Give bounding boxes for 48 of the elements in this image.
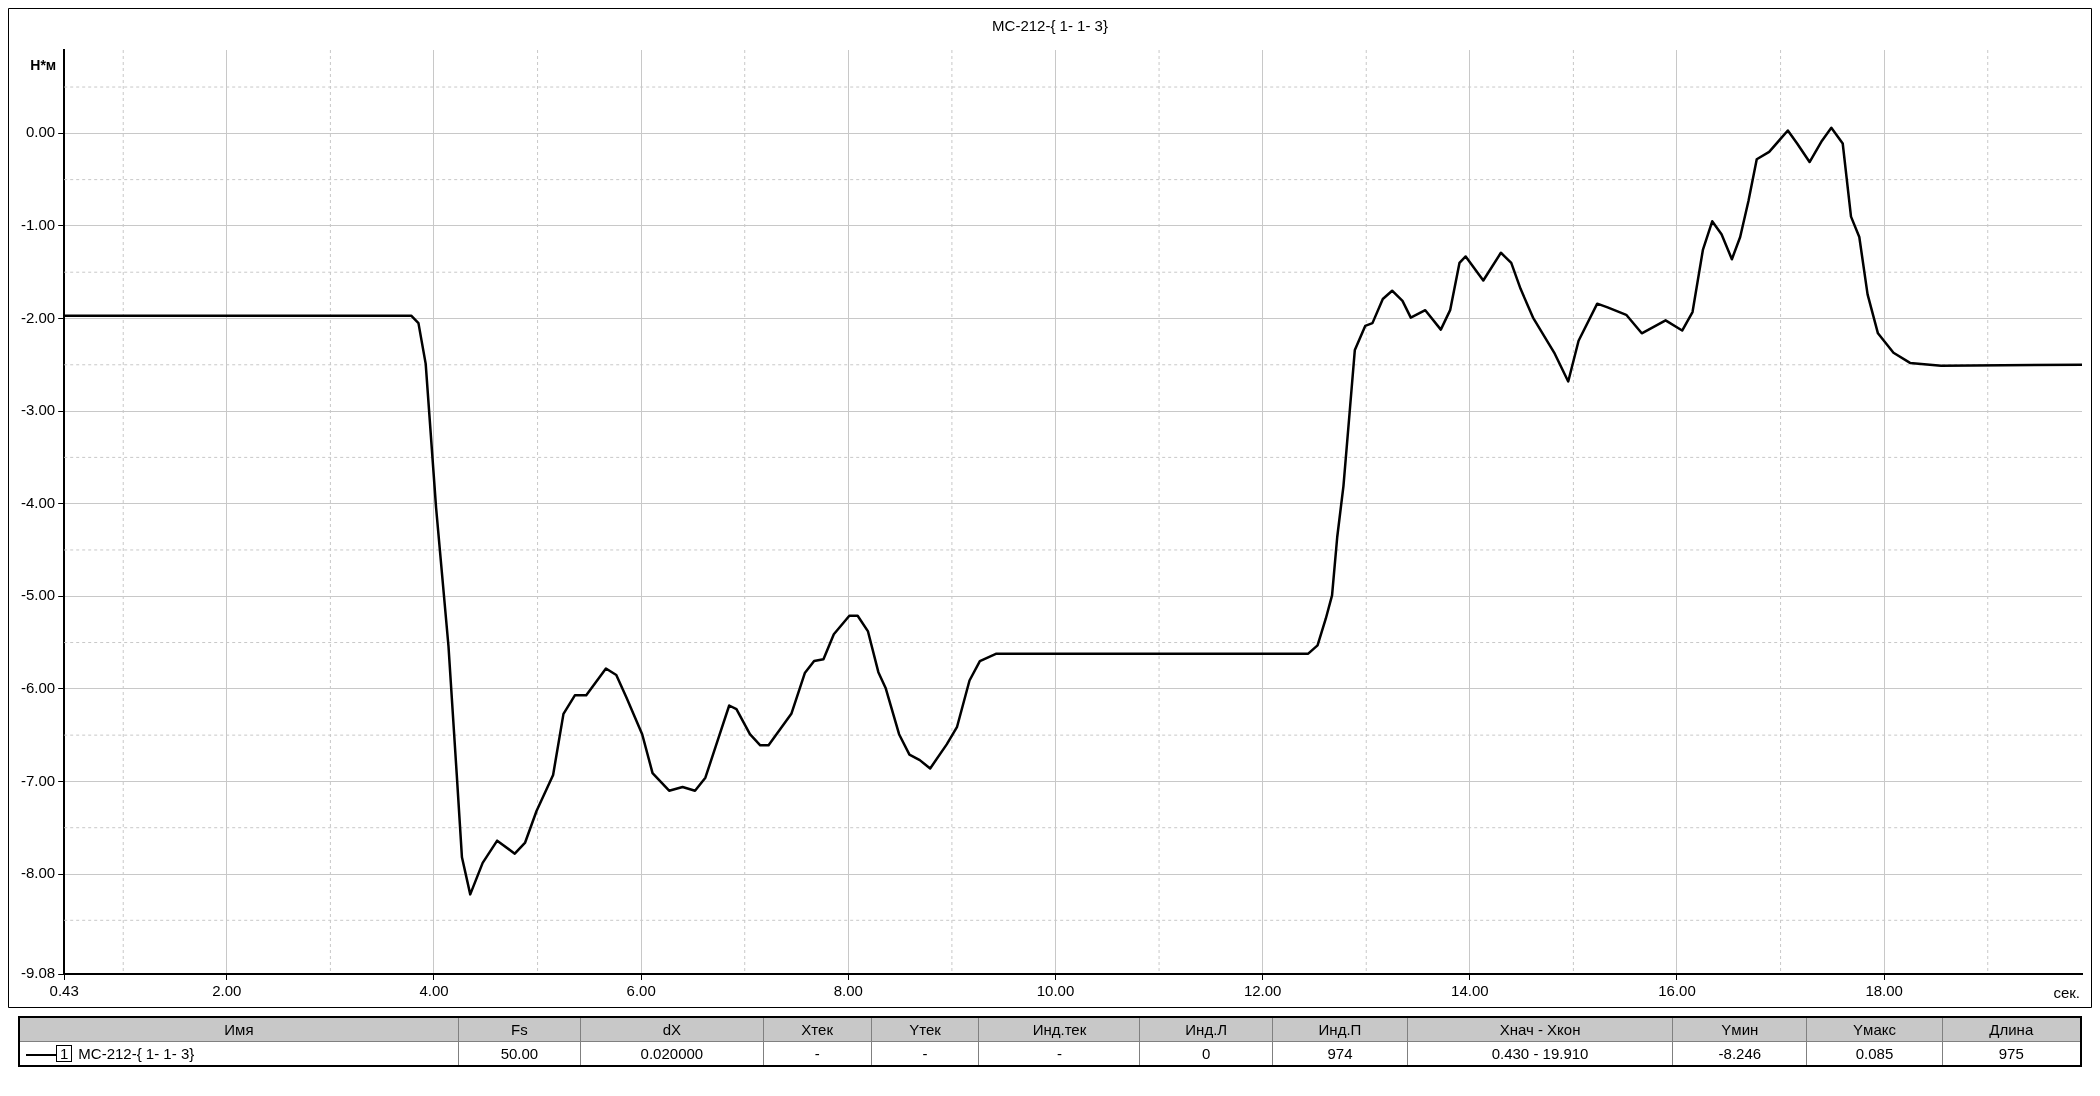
- text: Yмакс: [1806, 1017, 1943, 1042]
- x-tick-label: 8.00: [833, 982, 863, 1000]
- text: Yтек: [871, 1017, 979, 1042]
- y-tick-label: -9.08: [20, 964, 56, 982]
- text: dX: [580, 1017, 764, 1042]
- y-tick-label: -2.00: [20, 308, 56, 326]
- x-tick-label: 10.00: [1036, 982, 1075, 1000]
- text: 50.00: [458, 1041, 581, 1066]
- text: -8.246: [1672, 1041, 1807, 1066]
- text: -: [763, 1041, 872, 1066]
- text: Инд.Л: [1139, 1017, 1273, 1042]
- x-tick-label: 6.00: [626, 982, 656, 1000]
- y-tick-label: -5.00: [20, 586, 56, 604]
- y-axis-title: Н*м: [30, 56, 57, 73]
- text: Yмин: [1672, 1017, 1807, 1042]
- text: Xнач - Xкон: [1407, 1017, 1673, 1042]
- x-tick-label: 12.00: [1243, 982, 1282, 1000]
- text: Инд.П: [1272, 1017, 1408, 1042]
- y-tick-label: -6.00: [20, 678, 56, 696]
- x-tick-label: 14.00: [1451, 982, 1489, 1000]
- legend-label: МС-212-{ 1- 1- 3}: [78, 1045, 195, 1062]
- text: -: [871, 1041, 979, 1066]
- x-tick-label: 16.00: [1658, 982, 1696, 1000]
- text: Инд.тек: [978, 1017, 1140, 1042]
- x-tick-label: 0.43: [49, 982, 79, 1000]
- y-tick-label: -7.00: [20, 771, 56, 789]
- text: 1: [56, 1045, 73, 1062]
- text: Fs: [458, 1017, 581, 1042]
- x-tick-label: 18.00: [1865, 982, 1903, 1000]
- text: -: [978, 1041, 1140, 1066]
- text: 974: [1272, 1041, 1408, 1066]
- chart-title: МС-212-{ 1- 1- 3}: [992, 17, 1108, 35]
- x-tick-label: 4.00: [419, 982, 449, 1000]
- text: Длина: [1942, 1017, 2081, 1042]
- text: 0.020000: [580, 1041, 764, 1066]
- text: 975: [1942, 1041, 2081, 1066]
- text: Xтек: [763, 1017, 872, 1042]
- x-axis-title: сек.: [2053, 983, 2080, 1001]
- text: 0.085: [1806, 1041, 1943, 1066]
- y-tick-label: -8.00: [20, 864, 56, 882]
- y-tick-label: 0.00: [25, 123, 56, 141]
- text: 0.430 - 19.910: [1407, 1041, 1673, 1066]
- text: Имя: [19, 1017, 459, 1042]
- y-tick-label: -3.00: [20, 401, 56, 419]
- x-tick-label: 2.00: [212, 982, 242, 1000]
- y-tick-label: -1.00: [20, 216, 56, 234]
- text: 0: [1139, 1041, 1273, 1066]
- y-tick-label: -4.00: [20, 493, 56, 511]
